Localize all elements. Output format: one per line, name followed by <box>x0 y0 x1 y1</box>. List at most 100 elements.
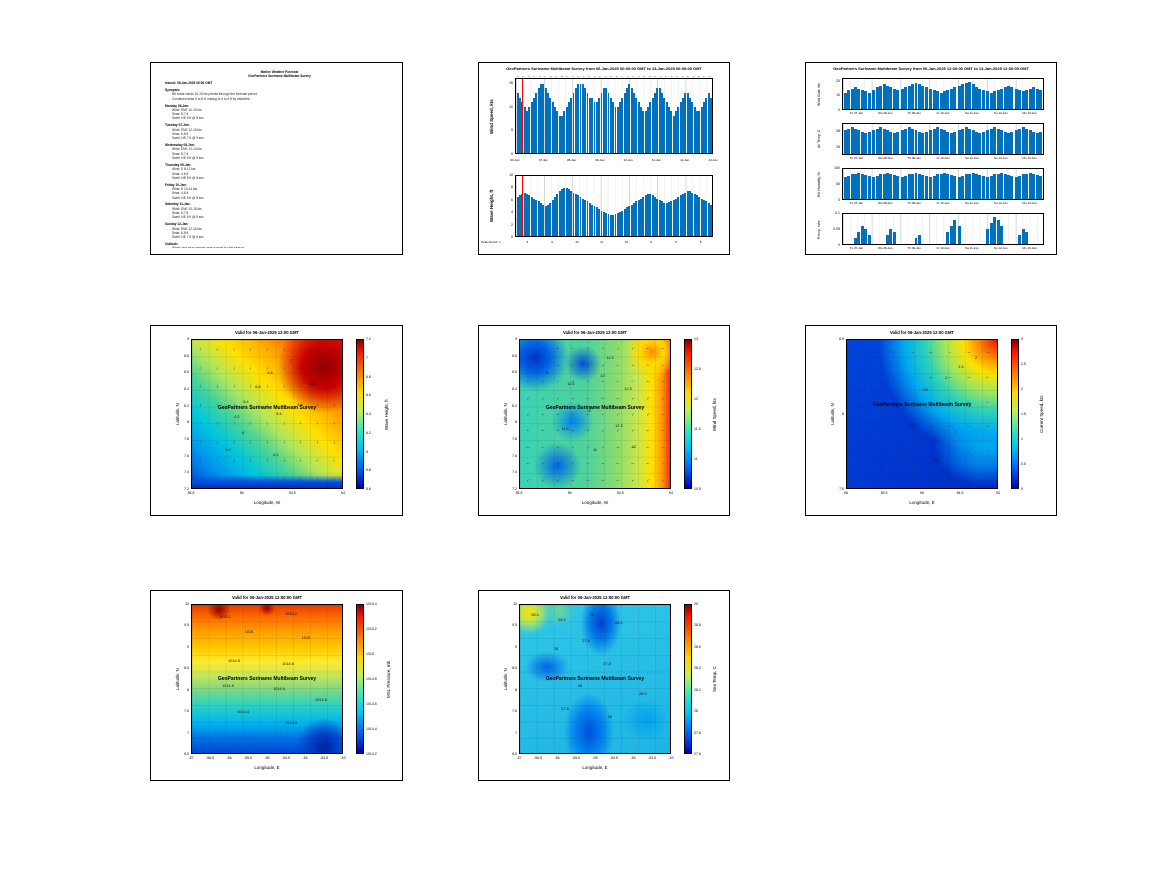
bar <box>533 97 535 153</box>
date-label: 10 <box>575 240 579 244</box>
bar <box>892 175 896 199</box>
bar <box>1038 131 1042 154</box>
bar <box>1000 130 1004 154</box>
bar <box>567 102 570 153</box>
bar <box>989 223 993 244</box>
direction-arrow-icon: → <box>659 444 666 451</box>
y-tick-label: 8 <box>842 412 844 416</box>
date-tick-row: Tu 07-Jan We 08-Jan Th 09-Jan Fr 10-Jan Sa 1… <box>842 111 1044 117</box>
direction-arrow-icon: → <box>966 472 972 480</box>
direction-arrow-icon: → <box>314 439 321 445</box>
bar <box>989 128 993 154</box>
bar <box>943 91 947 109</box>
bar <box>705 97 708 153</box>
bar <box>628 83 631 153</box>
wind-arrow-icon: → <box>598 74 603 81</box>
bar <box>661 201 663 236</box>
y-tick-label: 0 <box>838 108 840 112</box>
footer-label: Peak Period, s <box>481 240 501 244</box>
bar <box>885 172 889 199</box>
contour-label: 12.5 <box>624 386 632 391</box>
contour-label: 27.8 <box>582 638 590 643</box>
y-tick-label: 10 <box>185 602 189 606</box>
direction-arrow-icon: → <box>197 364 205 372</box>
bar <box>668 106 670 153</box>
bar <box>661 92 663 153</box>
wind-arrow-icon: → <box>543 74 548 81</box>
y-axis-label-wave-height: Wave Height, ft <box>489 189 494 222</box>
direction-arrow-icon: → <box>524 345 532 353</box>
doc-section-heading: Tuesday 07-Jan: <box>165 123 190 128</box>
direction-arrow-icon: → <box>214 476 221 482</box>
direction-arrow-icon: → <box>966 448 972 455</box>
doc-section-heading: Synopsis: <box>165 88 181 93</box>
date-label: We 08-Jan <box>878 111 893 115</box>
bar <box>1035 175 1039 199</box>
bar <box>686 191 689 236</box>
bar <box>981 131 985 154</box>
wind-arrow-icon: → <box>592 74 598 81</box>
bar <box>621 97 624 153</box>
direction-arrow-icon: → <box>659 427 666 435</box>
bar <box>917 235 921 244</box>
y-tick-label: 6 <box>511 197 513 202</box>
bar <box>971 172 975 199</box>
bar <box>579 197 582 236</box>
bar <box>560 116 563 153</box>
colorbar-tick-label: 7 <box>366 355 368 360</box>
bar <box>619 102 622 153</box>
y-tick-label: 8.4 <box>184 387 189 391</box>
y-tick-label: 8.5 <box>184 666 189 671</box>
colorbar-tick-label: 12.5 <box>694 367 701 371</box>
bar <box>914 238 918 244</box>
direction-arrow-icon: → <box>524 460 531 468</box>
bar <box>523 192 526 236</box>
date-label: 12-Jan <box>680 158 690 162</box>
bar <box>924 176 928 199</box>
bar <box>1035 133 1039 154</box>
colorbar <box>356 604 364 754</box>
x-tick-label: -53 <box>340 756 346 760</box>
wind-gust-axes <box>842 78 1044 110</box>
bar <box>924 131 928 154</box>
colorbar-tick-label: 28.4 <box>694 666 701 671</box>
contour-label: 6.8 <box>309 382 315 387</box>
survey-watermark: GeoPartners Suriname Multibeam Survey <box>217 405 317 412</box>
doc-line: Seas: 5-7 ft <box>172 211 189 216</box>
survey-watermark: GeoPartners Suriname Multibeam Survey <box>217 676 317 683</box>
bar <box>1035 88 1039 109</box>
bar <box>598 209 601 236</box>
contour-label: 28 <box>577 684 583 689</box>
bar <box>609 97 612 153</box>
contour-label: 28.2 <box>558 617 566 622</box>
bar-series <box>843 169 1043 199</box>
bar <box>914 130 918 154</box>
bar <box>996 220 1000 244</box>
colorbar-tick-label: 1014.4 <box>366 727 377 731</box>
bar <box>605 213 608 236</box>
doc-line: Seas: 4-6 ft <box>172 191 189 196</box>
bar <box>847 89 851 109</box>
bar <box>540 203 542 236</box>
bar-series <box>843 214 1043 244</box>
date-label: We 08-Jan <box>878 246 893 250</box>
date-label: 8 <box>699 240 702 244</box>
bar <box>1003 131 1007 154</box>
bar <box>1003 87 1007 109</box>
bar <box>964 83 968 109</box>
bar <box>867 131 871 154</box>
colorbar <box>1011 339 1019 489</box>
graticule <box>847 340 997 488</box>
bar <box>591 204 594 236</box>
doc-section-heading: Friday 10-Jan: <box>165 182 187 187</box>
y-tick-label: 100 <box>834 166 840 170</box>
bar <box>612 215 615 236</box>
date-label: 9 <box>675 240 677 244</box>
bar <box>595 102 598 153</box>
precip-axes <box>842 213 1044 245</box>
direction-arrow-icon: → <box>264 383 271 389</box>
x-tick-label: 55.5 <box>515 491 523 495</box>
bar <box>907 85 911 109</box>
direction-arrow-icon: → <box>330 475 338 482</box>
date-label: Fr 10-Jan <box>936 246 950 250</box>
